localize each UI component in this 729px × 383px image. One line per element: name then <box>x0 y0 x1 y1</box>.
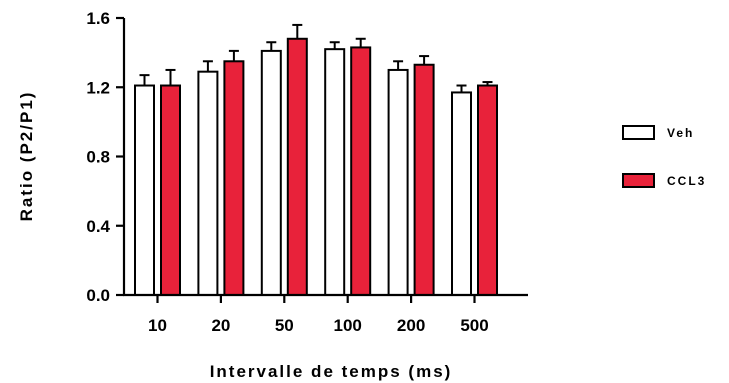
y-axis-title: Ratio (P2/P1) <box>17 91 36 222</box>
bar-ccl3-100 <box>350 46 372 297</box>
y-tick-label: 0.8 <box>86 148 110 167</box>
bar-veh-10 <box>134 84 155 296</box>
bar-ccl3-500 <box>477 84 498 296</box>
legend-label-ccl3: CCL3 <box>667 174 706 188</box>
bar-ccl3-10 <box>160 84 181 296</box>
x-tick-label: 100 <box>334 316 362 335</box>
x-axis-title: Intervalle de temps (ms) <box>210 362 453 381</box>
bar-ccl3-200 <box>413 63 435 297</box>
bar-veh-200 <box>387 68 409 296</box>
y-tick-label: 0.4 <box>86 217 110 236</box>
bar-veh-100 <box>324 48 346 296</box>
bar-ccl3-20 <box>223 60 245 296</box>
y-ticks: 0.0 0.4 0.8 1.2 1.6 <box>86 9 124 305</box>
x-tick-label: 500 <box>460 316 488 335</box>
y-tick-label: 1.6 <box>86 9 110 28</box>
legend-swatch-veh <box>622 125 655 140</box>
legend-swatch-ccl3 <box>622 173 655 188</box>
x-tick-label: 200 <box>397 316 425 335</box>
y-tick-label: 0.0 <box>86 286 110 305</box>
bar-veh-500 <box>451 91 472 296</box>
x-tick-label: 20 <box>211 316 230 335</box>
legend-label-veh: Veh <box>667 126 694 140</box>
error-bars-layer <box>139 23 493 93</box>
legend: Veh CCL3 <box>622 125 706 188</box>
bar-veh-20 <box>197 70 219 296</box>
x-ticks: 10 20 50 100 200 500 <box>148 295 489 335</box>
bars-layer <box>134 37 498 297</box>
bar-ccl3-50 <box>286 37 308 297</box>
x-tick-label: 10 <box>148 316 167 335</box>
x-tick-label: 50 <box>275 316 294 335</box>
bar-veh-50 <box>260 49 282 296</box>
y-tick-label: 1.2 <box>86 78 110 97</box>
